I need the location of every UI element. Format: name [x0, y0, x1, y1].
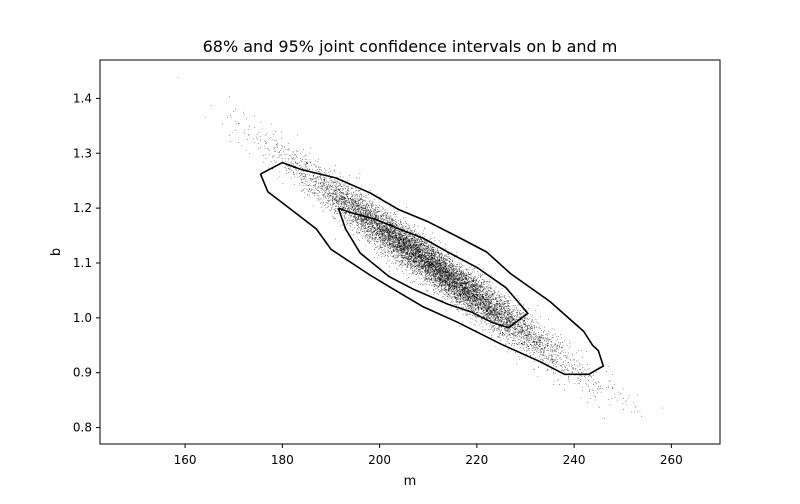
x-tick-label: 180 [271, 453, 294, 467]
contour-68pct [337, 207, 529, 329]
x-axis-label: m [404, 474, 417, 489]
confidence-contours [259, 161, 605, 376]
contour-95pct [259, 161, 605, 376]
y-axis-ticks: 0.8 0.9 1.0 1.1 1.2 1.3 1.4 [73, 91, 100, 435]
sample-point-cloud [177, 77, 663, 419]
x-tick-label: 200 [368, 453, 391, 467]
x-tick-label: 160 [174, 453, 197, 467]
x-tick-label: 220 [465, 453, 488, 467]
x-tick-label: 240 [563, 453, 586, 467]
y-tick-label: 1.3 [73, 146, 92, 160]
y-axis-label: b [49, 248, 64, 256]
y-tick-label: 1.4 [73, 91, 92, 105]
y-tick-label: 1.0 [73, 311, 92, 325]
y-tick-label: 0.8 [73, 421, 92, 435]
sample-points [177, 77, 663, 419]
y-tick-label: 0.9 [73, 366, 92, 380]
plot-area-frame [99, 59, 721, 445]
y-tick-label: 1.2 [73, 201, 92, 215]
chart-title: 68% and 95% joint confidence intervals o… [203, 37, 618, 56]
x-tick-label: 260 [660, 453, 683, 467]
y-tick-label: 1.1 [73, 256, 92, 270]
x-axis-ticks: 160 180 200 220 240 260 [174, 444, 683, 467]
